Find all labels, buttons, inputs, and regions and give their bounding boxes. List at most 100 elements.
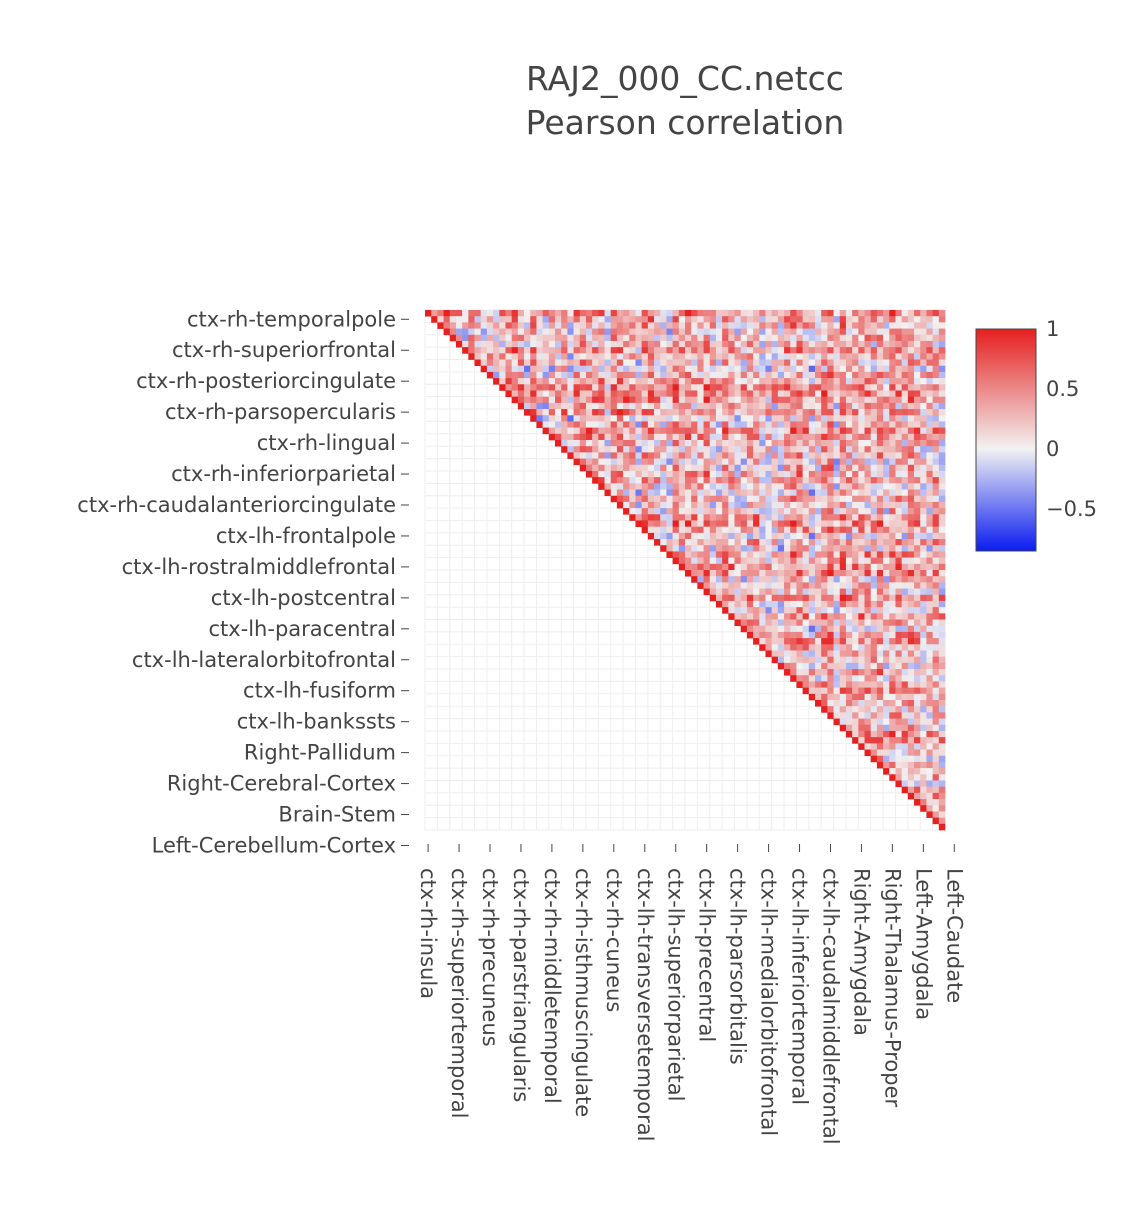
- heatmap-cell: [839, 495, 847, 503]
- heatmap-cell: [796, 396, 803, 404]
- heatmap-cell: [926, 737, 933, 744]
- heatmap-cell: [765, 440, 773, 447]
- heatmap-cell: [920, 328, 927, 336]
- heatmap-cell: [932, 328, 940, 336]
- heatmap-cell: [691, 464, 698, 472]
- heatmap-cell: [845, 693, 853, 701]
- heatmap-cell: [889, 526, 896, 534]
- heatmap-cell: [845, 415, 853, 422]
- heatmap-cell: [802, 489, 810, 497]
- heatmap-cell: [895, 501, 903, 509]
- heatmap-cell: [765, 409, 773, 416]
- heatmap-cell: [715, 316, 723, 323]
- heatmap-cell: [715, 328, 723, 336]
- heatmap-cell: [932, 545, 940, 552]
- heatmap-cell: [938, 378, 946, 385]
- heatmap-cell: [870, 440, 878, 447]
- heatmap-cell: [511, 390, 519, 398]
- heatmap-cell: [524, 390, 531, 398]
- heatmap-cell: [839, 446, 847, 453]
- heatmap-cell: [660, 378, 667, 385]
- heatmap-cell: [870, 334, 878, 342]
- heatmap-cell: [635, 409, 643, 416]
- heatmap-cell: [765, 613, 773, 620]
- heatmap-cell: [678, 334, 686, 342]
- heatmap-cell: [864, 415, 872, 422]
- heatmap-cell: [808, 644, 816, 651]
- heatmap-cell: [883, 402, 890, 410]
- heatmap-cell: [542, 396, 550, 404]
- heatmap-cell: [870, 409, 878, 416]
- heatmap-cell: [585, 464, 593, 472]
- heatmap-cell: [802, 501, 810, 509]
- heatmap-cell: [932, 551, 940, 558]
- heatmap-cell: [864, 508, 872, 515]
- heatmap-cell: [567, 316, 574, 323]
- heatmap-cell: [709, 353, 717, 360]
- heatmap-cell: [517, 384, 525, 391]
- heatmap-cell: [852, 514, 859, 521]
- heatmap-cell: [753, 607, 760, 614]
- heatmap-cell: [542, 421, 550, 428]
- heatmap-cell: [796, 631, 803, 639]
- heatmap-cell: [685, 539, 692, 546]
- heatmap-cell: [784, 310, 791, 317]
- heatmap-cell: [629, 347, 636, 354]
- heatmap-cell: [548, 310, 556, 317]
- heatmap-cell: [604, 477, 612, 484]
- heatmap-cell: [610, 340, 618, 348]
- heatmap-cell: [629, 322, 636, 329]
- heatmap-cell: [790, 545, 797, 552]
- heatmap-cell: [907, 656, 915, 664]
- heatmap-cell: [598, 483, 605, 490]
- heatmap-cell: [610, 353, 618, 360]
- heatmap-cell: [579, 353, 587, 360]
- heatmap-cell: [907, 644, 915, 651]
- heatmap-cell: [728, 316, 735, 323]
- heatmap-cell: [784, 501, 791, 509]
- heatmap-cell: [827, 675, 834, 682]
- heatmap-cell: [592, 415, 599, 422]
- heatmap-cell: [901, 774, 909, 781]
- heatmap-cell: [821, 440, 828, 447]
- heatmap-cell: [790, 402, 797, 410]
- heatmap-cell: [870, 588, 878, 596]
- heatmap-cell: [616, 340, 624, 348]
- heatmap-cell: [796, 508, 803, 515]
- heatmap-cell: [926, 594, 933, 602]
- heatmap-cell: [802, 421, 810, 428]
- heatmap-cell: [585, 427, 593, 435]
- heatmap-cell: [746, 613, 754, 620]
- heatmap-cell: [926, 749, 933, 757]
- heatmap-cell: [734, 340, 742, 348]
- heatmap-cell: [536, 340, 543, 348]
- heatmap-cell: [703, 390, 711, 398]
- heatmap-cell: [672, 532, 680, 540]
- heatmap-cell: [827, 563, 834, 571]
- heatmap-cell: [858, 718, 865, 726]
- heatmap-cell: [932, 427, 940, 435]
- heatmap-cell: [870, 489, 878, 497]
- heatmap-cell: [895, 761, 903, 769]
- heatmap-cell: [833, 557, 841, 565]
- heatmap-cell: [852, 520, 859, 528]
- heatmap-cell: [839, 458, 847, 466]
- heatmap-cell: [858, 427, 865, 435]
- heatmap-cell: [759, 508, 766, 515]
- heatmap-cell: [728, 328, 735, 336]
- heatmap-cell: [876, 310, 884, 317]
- heatmap-cell: [524, 310, 531, 317]
- heatmap-cell: [746, 582, 754, 589]
- heatmap-cell: [914, 316, 921, 323]
- heatmap-cell: [833, 607, 841, 614]
- heatmap-cell: [907, 749, 915, 757]
- heatmap-cell: [666, 520, 673, 528]
- heatmap-cell: [808, 576, 816, 583]
- heatmap-cell: [845, 625, 853, 633]
- heatmap-cell: [796, 347, 803, 354]
- heatmap-cell: [505, 378, 513, 385]
- heatmap-cell: [932, 359, 940, 367]
- heatmap-cell: [889, 440, 896, 447]
- heatmap-cell: [753, 353, 760, 360]
- heatmap-cell: [907, 768, 915, 775]
